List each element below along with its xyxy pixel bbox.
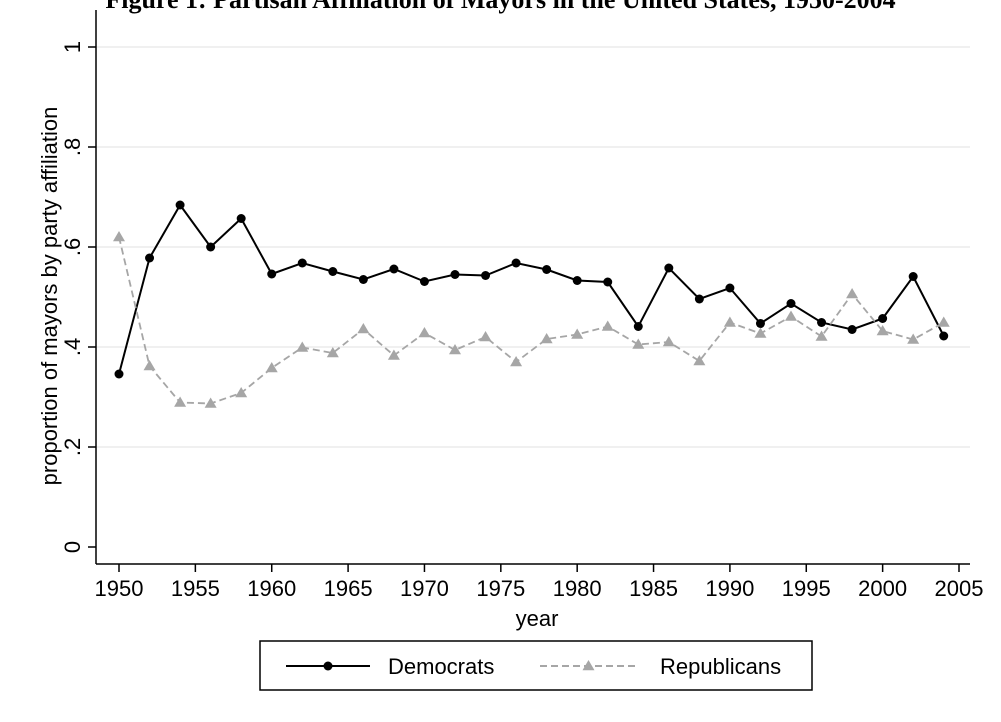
point-republicans-1954 — [174, 396, 187, 407]
point-democrats-1994 — [786, 299, 796, 308]
x-tick-label-11: 2005 — [935, 576, 984, 601]
point-republicans-1972 — [449, 344, 461, 355]
point-democrats-1962 — [297, 258, 307, 268]
x-tick-label-2: 1960 — [247, 576, 296, 601]
point-democrats-1986 — [664, 263, 674, 273]
point-republicans-1958 — [235, 387, 248, 398]
point-democrats-1950 — [114, 369, 124, 379]
x-tick-label-10: 2000 — [858, 576, 907, 601]
x-tick-label-9: 1995 — [782, 576, 831, 601]
y-tick-label-0: 0 — [60, 541, 85, 553]
x-tick-label-5: 1975 — [476, 576, 525, 601]
point-republicans-2004 — [937, 316, 950, 327]
point-democrats-1972 — [450, 270, 460, 279]
point-republicans-1990 — [723, 316, 736, 327]
point-republicans-1974 — [479, 331, 492, 342]
point-republicans-1962 — [296, 341, 309, 352]
point-republicans-1968 — [387, 349, 400, 360]
point-republicans-1982 — [601, 320, 614, 331]
point-republicans-2002 — [907, 333, 920, 344]
y-tick-label-4: .8 — [60, 138, 85, 156]
x-tick-label-8: 1990 — [705, 576, 754, 601]
point-republicans-1986 — [662, 336, 675, 347]
y-tick-label-3: .6 — [60, 238, 85, 256]
point-democrats-1958 — [236, 214, 246, 223]
legend-marker-0 — [323, 661, 333, 671]
point-republicans-1976 — [510, 356, 523, 367]
series-republicans — [113, 231, 950, 408]
y-axis-label: proportion of mayors by party affiliatio… — [37, 107, 62, 486]
point-republicans-1960 — [265, 362, 278, 373]
point-democrats-1974 — [481, 271, 491, 280]
point-democrats-2004 — [939, 331, 949, 341]
point-democrats-1964 — [328, 267, 338, 276]
legend: Democrats Republicans — [259, 640, 813, 691]
point-republicans-1980 — [571, 328, 584, 339]
grid-layer — [96, 46, 970, 448]
x-axis-label: year — [516, 606, 559, 631]
point-democrats-1984 — [633, 322, 643, 331]
point-democrats-1954 — [175, 200, 185, 210]
y-tick-label-2: .4 — [60, 338, 85, 356]
point-republicans-1988 — [693, 355, 706, 366]
point-democrats-2002 — [908, 272, 918, 281]
x-tick-label-1: 1955 — [171, 576, 220, 601]
point-democrats-1998 — [847, 325, 857, 334]
point-democrats-1968 — [389, 264, 399, 274]
point-democrats-1956 — [206, 242, 216, 252]
point-republicans-1998 — [846, 288, 859, 299]
point-republicans-1952 — [143, 360, 156, 371]
point-democrats-1960 — [267, 269, 277, 279]
point-democrats-2000 — [878, 314, 888, 323]
series-democrats — [114, 200, 949, 379]
point-republicans-1964 — [326, 347, 339, 358]
point-democrats-1952 — [145, 253, 155, 263]
point-republicans-1994 — [785, 310, 797, 321]
series-line-democrats — [118, 203, 945, 375]
point-democrats-1966 — [358, 275, 368, 284]
legend-label-1: Republicans — [660, 654, 781, 679]
point-democrats-1978 — [542, 265, 552, 274]
legend-label-0: Democrats — [388, 654, 494, 679]
point-republicans-1996 — [815, 330, 828, 341]
point-democrats-1970 — [419, 277, 429, 286]
x-tick-label-6: 1980 — [553, 576, 602, 601]
point-democrats-1976 — [511, 258, 521, 268]
point-republicans-1950 — [113, 231, 125, 242]
point-republicans-1970 — [418, 327, 431, 338]
axes-layer: 0 .2 .4 .6 .8 1 1950 1955 1960 1965 1970 1975 1980 19… — [60, 10, 983, 601]
point-democrats-1996 — [817, 318, 827, 327]
x-tick-label-7: 1985 — [629, 576, 678, 601]
x-tick-label-4: 1970 — [400, 576, 449, 601]
point-democrats-1980 — [572, 276, 582, 285]
point-republicans-2000 — [876, 325, 889, 336]
point-republicans-1966 — [357, 323, 370, 334]
legend-marker-1 — [582, 660, 595, 671]
point-democrats-1992 — [755, 319, 765, 328]
figure-caption: Figure 1: Partisan Affiliation of Mayors… — [0, 0, 1001, 14]
series-line-republicans — [118, 236, 945, 405]
y-tick-label-1: .2 — [60, 438, 85, 456]
x-tick-label-3: 1965 — [324, 576, 373, 601]
point-republicans-1978 — [540, 333, 553, 344]
point-republicans-1984 — [632, 338, 645, 349]
y-tick-label-5: 1 — [60, 41, 85, 53]
point-republicans-1992 — [754, 327, 767, 338]
series-layer — [113, 200, 950, 408]
point-democrats-1988 — [694, 294, 704, 304]
x-tick-label-0: 1950 — [95, 576, 144, 601]
point-democrats-1990 — [725, 283, 735, 293]
point-republicans-1956 — [204, 397, 217, 408]
point-democrats-1982 — [603, 277, 613, 287]
